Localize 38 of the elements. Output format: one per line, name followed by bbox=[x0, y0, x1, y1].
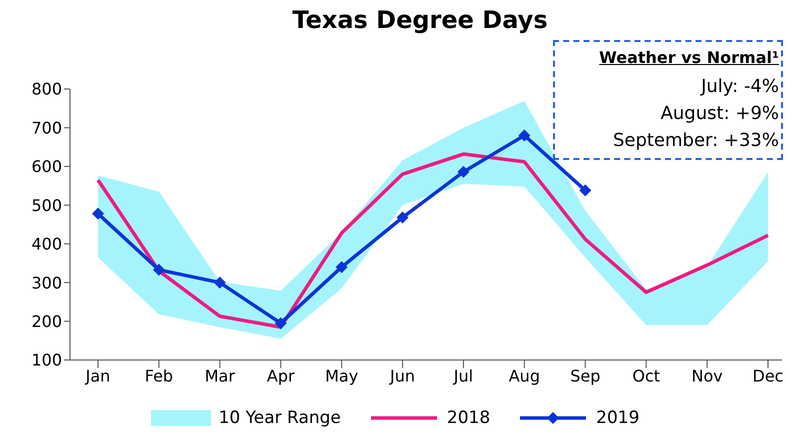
point bbox=[214, 276, 226, 289]
point bbox=[396, 212, 409, 224]
point bbox=[274, 317, 287, 330]
x-tick-label: Oct bbox=[632, 366, 660, 386]
y-tick-label: 700 bbox=[31, 118, 62, 138]
annotation: September: +33% bbox=[612, 130, 779, 151]
x-tick-label: Dec bbox=[752, 366, 784, 386]
x-tick-label: Sep bbox=[570, 366, 600, 386]
x-tick-label: Jan bbox=[84, 366, 110, 386]
x-tick-label: Mar bbox=[204, 366, 236, 386]
legend-label: 10 Year Range bbox=[218, 408, 341, 428]
y-tick-label: 500 bbox=[31, 196, 62, 215]
y-tick-label: 400 bbox=[31, 234, 62, 254]
point bbox=[92, 208, 104, 220]
x-tick-label: Jun bbox=[389, 366, 416, 386]
y-tick-label: 200 bbox=[31, 312, 62, 331]
y-tick-label: 600 bbox=[31, 157, 62, 176]
x-tick-label: Aug bbox=[508, 366, 540, 386]
x-tick-label: Nov bbox=[691, 366, 723, 386]
text: Weather vs Normal¹ bbox=[598, 48, 779, 67]
line-series bbox=[96, 152, 770, 329]
point bbox=[457, 166, 470, 178]
x-tick-label: Feb bbox=[144, 366, 174, 386]
legend-label: 2019 bbox=[596, 408, 640, 428]
legend-label: 2018 bbox=[446, 408, 490, 428]
x-tick-label: Jul bbox=[452, 366, 474, 386]
annotation: July: -4% bbox=[701, 76, 779, 97]
chart-title: Texas Degree Days bbox=[291, 6, 549, 34]
point bbox=[579, 184, 592, 196]
y-tick-label: 800 bbox=[31, 80, 62, 99]
point bbox=[518, 129, 530, 142]
x-tick-label: Apr bbox=[266, 366, 295, 386]
y-tick-label: 300 bbox=[31, 273, 62, 292]
annotation: August: +9% bbox=[660, 103, 779, 124]
x-tick-label: May bbox=[325, 366, 358, 386]
point bbox=[152, 264, 165, 276]
point bbox=[336, 261, 348, 274]
y-tick-label: 100 bbox=[31, 350, 62, 370]
